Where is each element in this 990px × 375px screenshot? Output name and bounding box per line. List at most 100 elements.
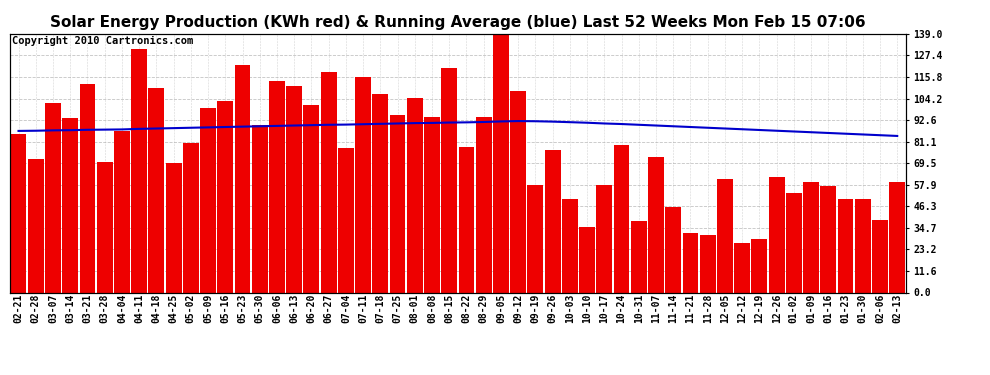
- Text: 120.395: 120.395: [446, 261, 452, 291]
- Bar: [751, 239, 767, 292]
- Bar: [579, 227, 595, 292]
- Bar: [442, 68, 457, 292]
- Bar: [304, 105, 320, 292]
- Text: Copyright 2010 Cartronics.com: Copyright 2010 Cartronics.com: [12, 36, 193, 46]
- Bar: [562, 199, 578, 292]
- Text: 72.958: 72.958: [653, 265, 659, 291]
- Text: 70.178: 70.178: [102, 265, 108, 291]
- Bar: [62, 118, 78, 292]
- Bar: [458, 147, 474, 292]
- Bar: [28, 159, 44, 292]
- Bar: [838, 199, 853, 292]
- Text: 57.085: 57.085: [826, 265, 832, 291]
- Bar: [614, 145, 630, 292]
- Text: 35.146: 35.146: [584, 265, 590, 291]
- Text: 130.987: 130.987: [136, 261, 143, 291]
- Bar: [768, 177, 784, 292]
- Bar: [476, 117, 492, 292]
- Text: 99.226: 99.226: [205, 265, 211, 291]
- Text: 50.165: 50.165: [842, 265, 848, 291]
- Title: Solar Energy Production (KWh red) & Running Average (blue) Last 52 Weeks Mon Feb: Solar Energy Production (KWh red) & Runn…: [50, 15, 865, 30]
- Text: 94.416: 94.416: [481, 265, 487, 291]
- Bar: [200, 108, 216, 292]
- Text: 62.080: 62.080: [773, 265, 780, 291]
- Bar: [528, 184, 544, 292]
- Bar: [321, 72, 337, 292]
- Text: 59.522: 59.522: [894, 265, 900, 291]
- Bar: [700, 235, 716, 292]
- Bar: [355, 78, 371, 292]
- Text: 50.167: 50.167: [859, 265, 866, 291]
- Bar: [631, 221, 646, 292]
- Text: 108.080: 108.080: [515, 261, 521, 291]
- Text: 26.813: 26.813: [740, 265, 745, 291]
- Text: 76.811: 76.811: [549, 265, 555, 291]
- Bar: [148, 88, 164, 292]
- Text: 60.732: 60.732: [722, 265, 728, 291]
- Text: 95.561: 95.561: [395, 265, 401, 291]
- Text: 93.885: 93.885: [67, 265, 73, 291]
- Text: 38.493: 38.493: [636, 265, 642, 291]
- Bar: [889, 182, 905, 292]
- Text: 85.182: 85.182: [16, 265, 22, 291]
- Text: 113.496: 113.496: [274, 261, 280, 291]
- Text: 28.602: 28.602: [756, 265, 762, 291]
- Bar: [114, 131, 130, 292]
- Bar: [872, 220, 888, 292]
- Text: 31.866: 31.866: [687, 265, 693, 291]
- Text: 31.079: 31.079: [705, 265, 711, 291]
- Bar: [218, 102, 234, 292]
- Bar: [854, 199, 870, 292]
- Bar: [269, 81, 285, 292]
- Text: 90.026: 90.026: [256, 265, 262, 291]
- Bar: [46, 103, 61, 292]
- Text: 102.624: 102.624: [223, 261, 229, 291]
- Bar: [510, 91, 526, 292]
- Text: 106.407: 106.407: [377, 261, 383, 291]
- Text: 53.703: 53.703: [791, 265, 797, 291]
- Bar: [338, 148, 353, 292]
- Text: 46.001: 46.001: [670, 265, 676, 291]
- Text: 80.490: 80.490: [188, 265, 194, 291]
- Bar: [803, 182, 819, 292]
- Bar: [79, 84, 95, 292]
- Bar: [596, 185, 612, 292]
- Text: 102.023: 102.023: [50, 261, 56, 291]
- Bar: [424, 117, 440, 292]
- Bar: [183, 142, 199, 292]
- Text: 86.671: 86.671: [119, 265, 125, 291]
- Bar: [372, 94, 388, 292]
- Text: 57.985: 57.985: [533, 265, 539, 291]
- Bar: [251, 125, 267, 292]
- Bar: [648, 157, 664, 292]
- Text: 50.365: 50.365: [567, 265, 573, 291]
- Bar: [286, 86, 302, 292]
- Text: 71.924: 71.924: [33, 265, 39, 291]
- Text: 110.908: 110.908: [291, 261, 297, 291]
- Text: 104.268: 104.268: [412, 261, 418, 291]
- Bar: [717, 180, 733, 292]
- Text: 100.530: 100.530: [309, 261, 315, 291]
- Text: 59.522: 59.522: [808, 265, 814, 291]
- Text: 69.463: 69.463: [170, 265, 176, 291]
- Bar: [165, 163, 181, 292]
- Bar: [682, 233, 698, 292]
- Text: 77.538: 77.538: [343, 265, 348, 291]
- Text: 138.963: 138.963: [498, 261, 504, 291]
- Bar: [235, 64, 250, 292]
- Bar: [11, 134, 27, 292]
- Bar: [97, 162, 113, 292]
- Text: 79.358: 79.358: [619, 265, 625, 291]
- Bar: [407, 98, 423, 292]
- Text: 115.510: 115.510: [360, 261, 366, 291]
- Bar: [665, 207, 681, 292]
- Bar: [544, 150, 560, 292]
- Text: 118.654: 118.654: [326, 261, 332, 291]
- Bar: [390, 115, 406, 292]
- Bar: [493, 34, 509, 292]
- Text: 38.846: 38.846: [877, 265, 883, 291]
- Text: 122.463: 122.463: [240, 261, 246, 291]
- Bar: [735, 243, 750, 292]
- Text: 78.222: 78.222: [463, 265, 469, 291]
- Text: 57.860: 57.860: [601, 265, 607, 291]
